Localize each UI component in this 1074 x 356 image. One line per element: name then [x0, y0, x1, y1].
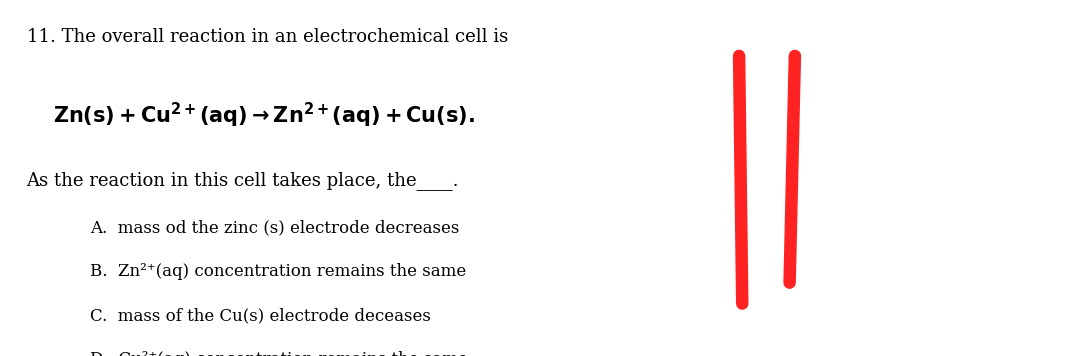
Text: As the reaction in this cell takes place, the____.: As the reaction in this cell takes place…: [27, 171, 459, 190]
Text: C.  mass of the Cu(s) electrode deceases: C. mass of the Cu(s) electrode deceases: [89, 307, 431, 324]
Text: B.  Zn²⁺(aq) concentration remains the same: B. Zn²⁺(aq) concentration remains the sa…: [89, 263, 466, 281]
Text: A.  mass od the zinc (s) electrode decreases: A. mass od the zinc (s) electrode decrea…: [89, 220, 459, 237]
Text: 11. The overall reaction in an electrochemical cell is: 11. The overall reaction in an electroch…: [27, 28, 508, 46]
Text: $\bf{Zn(s) + Cu^{2+}(aq) \rightarrow Zn^{2+}(aq) + Cu(s).}$: $\bf{Zn(s) + Cu^{2+}(aq) \rightarrow Zn^…: [53, 101, 475, 130]
Text: D.  Cu²⁺(aq) concentration remains the same: D. Cu²⁺(aq) concentration remains the sa…: [89, 351, 467, 356]
